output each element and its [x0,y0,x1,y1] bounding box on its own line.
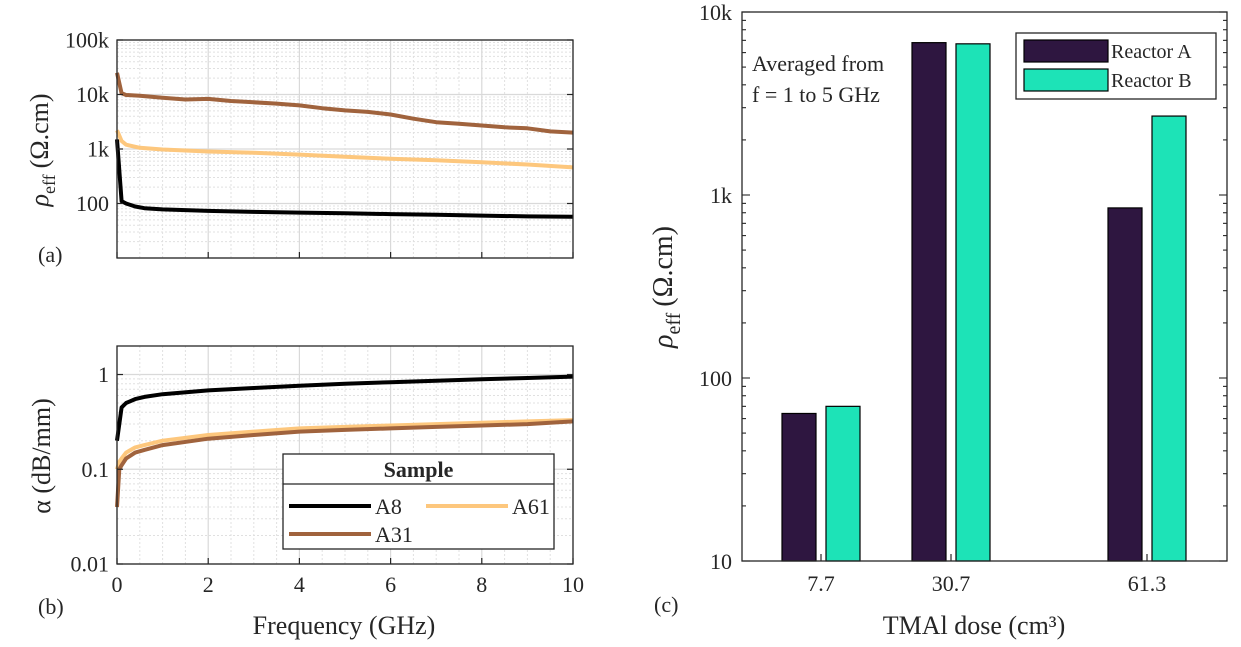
legend-swatch-reactor-b [1023,68,1109,92]
y-tick-label: 0.1 [82,457,110,482]
legend-label-a31: A31 [375,522,413,547]
x-tick-label: 7.7 [807,571,835,596]
x-tick-label: 4 [294,572,305,597]
bar-reactor-a-30.7 [911,42,947,562]
annotation-text: Averaged from [752,51,884,76]
panel-c: (c) ρeff(Ω.cm) TMAl dose (cm³) 7.7 30.7 61… [648,0,1228,640]
panel-b: (b) α (dB/mm) Frequency (GHz) 0.010.110 2… [27,345,584,640]
x-tick-label: 30.7 [932,571,971,596]
axes-frame [741,11,1228,562]
bar-reactor-b-61.3 [1151,115,1187,562]
x-tick-label: 2 [203,572,214,597]
y-tick-label: 0.01 [71,552,110,577]
panel-a-label: (a) [38,242,62,267]
series-line-a31 [115,419,574,508]
y-tick-label: 10k [76,82,109,107]
panel-c-xlabel: TMAl dose (cm³) [883,611,1066,640]
y-tick-label: 10k [699,0,732,25]
y-tick-label: 100k [65,28,109,53]
panel-b-ylabel: α (dB/mm) [27,398,56,513]
y-tick-label: 1 [98,362,109,387]
series-line-a8 [115,374,574,441]
legend-label-a61: A61 [512,494,550,519]
panel-c-ylabel: ρeff(Ω.cm) [648,226,685,349]
axes-frame [116,345,574,565]
bar-reactor-a-7.7 [781,412,817,562]
legend-label-a8: A8 [375,494,402,519]
y-tick-label: 1k [710,183,732,208]
bar-reactor-b-30.7 [955,43,991,562]
series-line-a61 [115,418,574,470]
y-tick-label: 1k [87,137,109,162]
x-tick-label: 6 [385,572,396,597]
x-tick-label: 8 [476,572,487,597]
annotation-text: f = 1 to 5 GHz [752,82,880,107]
x-tick-label: 10 [562,572,584,597]
panel-a: (a) ρeff(Ω.cm) 100 1k 10k 100k [25,28,574,267]
panel-b-label: (b) [38,594,64,619]
legend-label-reactor-a: Reactor A [1111,41,1192,63]
y-tick-label: 10 [710,549,732,574]
x-tick-label: 0 [112,572,123,597]
y-tick-label: 100 [76,191,109,216]
series-line-a61 [115,129,574,170]
legend-label-reactor-b: Reactor B [1111,70,1192,92]
series-line-a8 [115,139,574,219]
bar-reactor-b-7.7 [825,405,861,562]
legend-swatch-reactor-a [1023,39,1109,63]
panel-a-ylabel: ρeff(Ω.cm) [25,93,59,207]
legend-title: Sample [384,457,454,482]
panel-b-xlabel: Frequency (GHz) [253,611,436,640]
y-tick-label: 100 [699,366,732,391]
x-tick-label: 61.3 [1128,571,1167,596]
series-line-a31 [115,72,574,135]
bar-reactor-a-61.3 [1107,207,1143,562]
panel-c-label: (c) [654,592,678,617]
